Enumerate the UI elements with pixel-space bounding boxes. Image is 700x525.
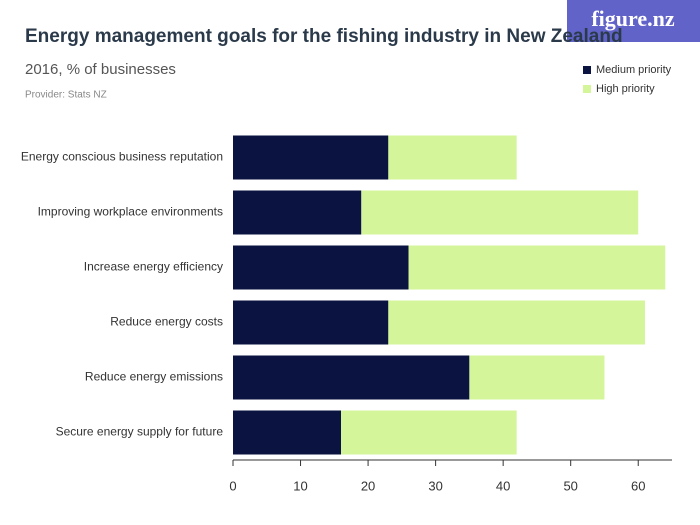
x-tick-label: 0 <box>229 478 236 493</box>
bar-segment <box>361 190 639 235</box>
bar-segment <box>233 135 389 180</box>
legend-swatch <box>583 66 591 74</box>
subtitle: 2016, % of businesses <box>25 61 176 78</box>
legend-swatch <box>583 85 591 93</box>
y-tick-label: Improving workplace environments <box>38 205 223 219</box>
bar-segment <box>408 245 666 290</box>
x-tick-label: 40 <box>496 478 510 493</box>
x-tick-label: 20 <box>361 478 375 493</box>
legend-label: Medium priority <box>596 64 672 76</box>
bar-segment <box>233 245 409 290</box>
y-tick-label: Reduce energy costs <box>110 315 223 329</box>
logo: figure.nz <box>591 6 675 31</box>
bar-segment <box>233 410 342 455</box>
x-tick-label: 50 <box>563 478 577 493</box>
y-tick-label: Reduce energy emissions <box>85 370 223 384</box>
bar-segment <box>233 190 362 235</box>
x-tick-label: 60 <box>631 478 645 493</box>
y-tick-label: Energy conscious business reputation <box>21 150 223 164</box>
bar-segment <box>388 135 517 180</box>
x-tick-label: 10 <box>293 478 307 493</box>
bar-segment <box>233 355 470 400</box>
logo-box <box>567 0 700 42</box>
bar-segment <box>469 355 605 400</box>
x-tick-label: 30 <box>428 478 442 493</box>
y-tick-label: Secure energy supply for future <box>56 425 224 439</box>
bar-segment <box>388 300 645 345</box>
y-tick-label: Increase energy efficiency <box>84 260 223 274</box>
legend-label: High priority <box>596 83 655 95</box>
bar-segment <box>233 300 389 345</box>
chart-title: Energy management goals for the fishing … <box>25 26 623 47</box>
provider: Provider: Stats NZ <box>25 90 107 101</box>
bar-segment <box>341 410 517 455</box>
